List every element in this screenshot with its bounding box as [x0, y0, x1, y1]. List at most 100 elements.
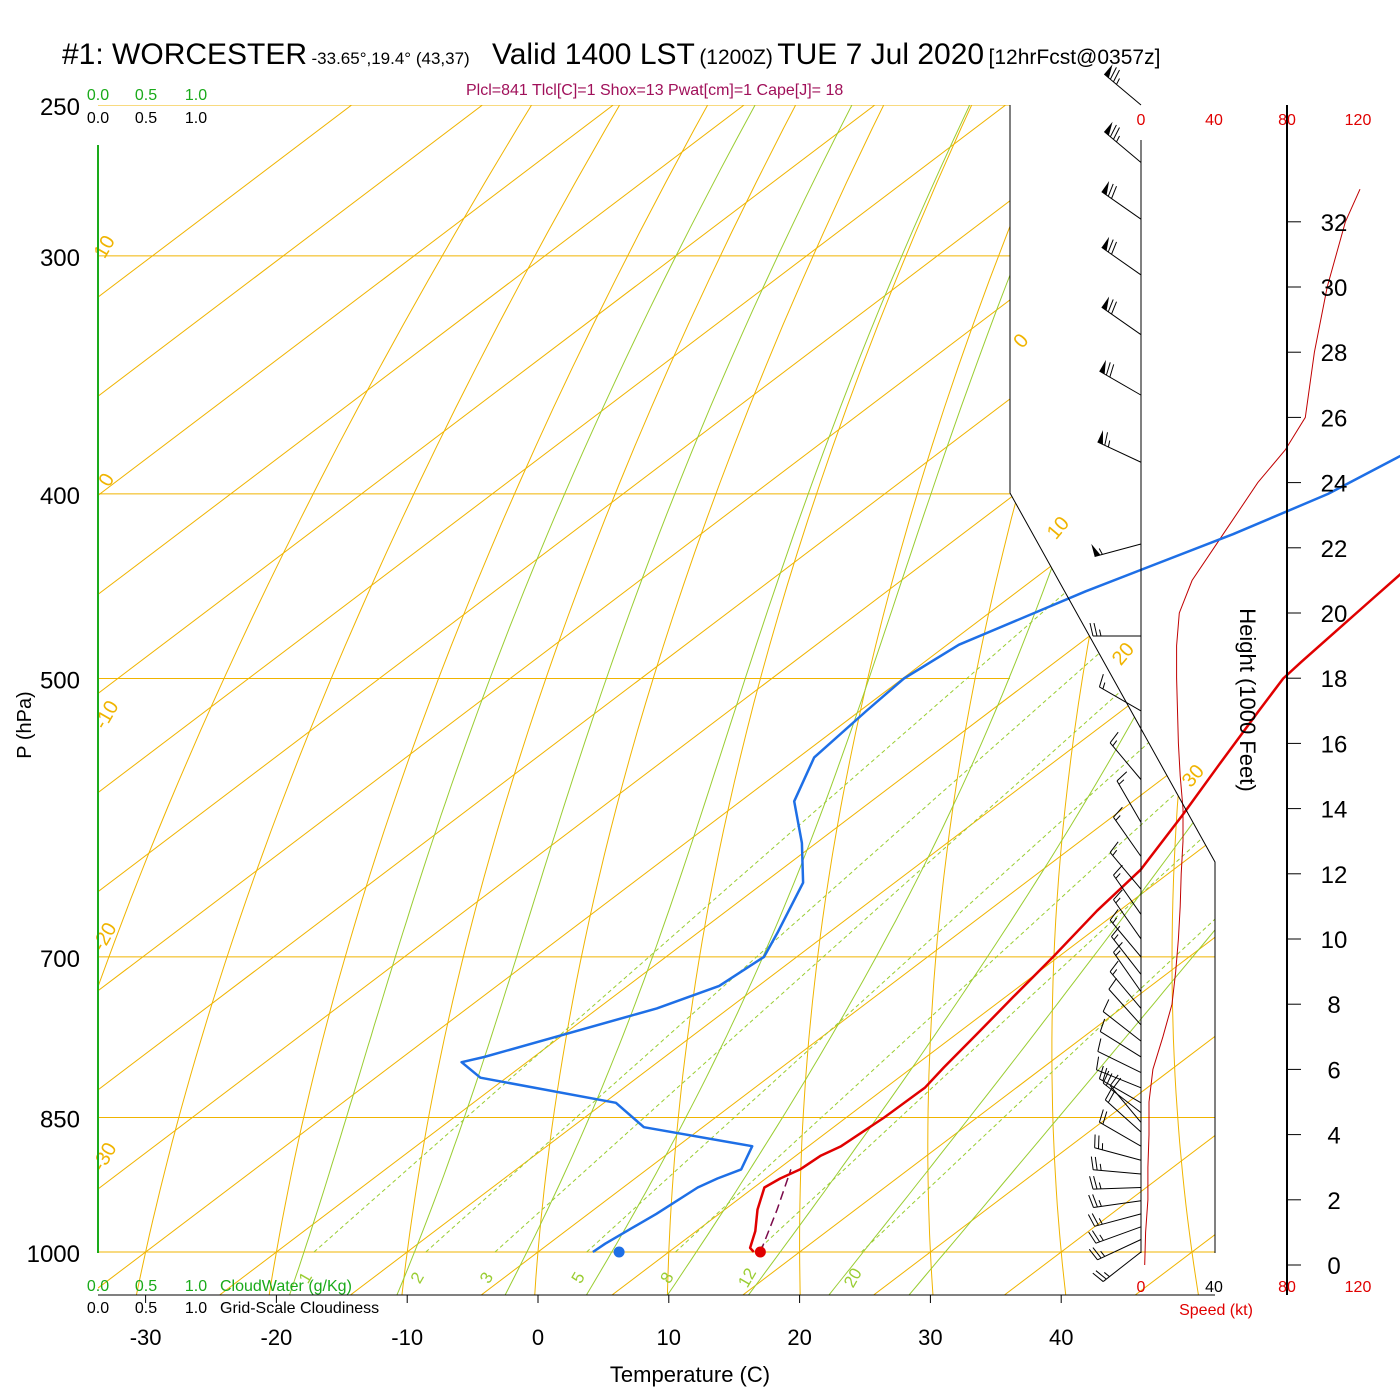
wind-barb: [1101, 181, 1142, 220]
x-tick-label: 20: [787, 1325, 811, 1350]
height-tick-label: 0: [1327, 1253, 1340, 1280]
height-tick-label: 22: [1321, 536, 1348, 563]
isotherm-line: [98, 105, 789, 1295]
valid-date: TUE 7 Jul 2020: [777, 38, 985, 71]
wind-barb: [1098, 1109, 1142, 1147]
isotherm-line: [172, 105, 1215, 1295]
pressure-label: 250: [40, 94, 80, 121]
moist-adiabat: [381, 105, 853, 1295]
moist-adiabat: [485, 105, 971, 1295]
wind-barb: [1113, 942, 1142, 992]
isotherm-label: -10: [90, 697, 124, 733]
wind-barb: [1109, 909, 1142, 958]
wind-barb: [1088, 1226, 1142, 1244]
plot-frame-right: [1009, 105, 1216, 1253]
speed-top-0: 0: [1137, 112, 1146, 129]
zulu-time: (1200Z): [699, 46, 773, 69]
x-tick-label: 40: [1049, 1325, 1073, 1350]
isotherm-label: -30: [88, 1139, 122, 1175]
speed-top-40: 40: [1205, 112, 1223, 129]
isotherm-line: [433, 105, 1215, 1295]
cloudiness-scale-top: 1.0: [185, 110, 207, 127]
temperature-line: [748, 572, 1400, 1253]
wind-barb: [1103, 64, 1142, 106]
y-axis-label: P (hPa): [14, 691, 36, 758]
station-name: #1: WORCESTER: [62, 38, 308, 71]
cloudwater-scale-bottom: 0.5: [135, 1278, 157, 1295]
moist-adiabat: [721, 105, 1215, 1295]
wind-barb: [1091, 543, 1142, 557]
isotherm-line: [98, 105, 397, 1295]
pressure-label: 400: [40, 483, 80, 510]
wind-speed-profile: [1144, 188, 1361, 1266]
speed-bottom-40: 40: [1205, 1279, 1223, 1296]
isotherm-line: [564, 105, 1215, 1295]
wind-barb: [1088, 1194, 1142, 1208]
moist-adiabat: [878, 105, 1215, 1295]
height-tick-label: 2: [1327, 1188, 1340, 1215]
dry-adiabat: [1051, 105, 1215, 1295]
isotherm-line: [98, 105, 1215, 1295]
wind-barb: [1097, 1038, 1142, 1073]
mixing-ratio-label: 12: [734, 1265, 760, 1291]
wind-barb: [1113, 889, 1142, 940]
height-tick-label: 6: [1327, 1057, 1340, 1084]
dry-adiabat: [263, 105, 727, 1295]
station-coords: -33.65°,19.4° (43,37): [311, 49, 470, 68]
speed-top-80: 80: [1278, 112, 1296, 129]
x-axis-label: Temperature (C): [610, 1362, 770, 1387]
isotherm-label: 10: [90, 232, 120, 262]
mixing-ratio-line: [755, 493, 1215, 1253]
isotherm-line: [98, 105, 1182, 1295]
pressure-label: 1000: [27, 1241, 80, 1268]
wind-barb: [1102, 999, 1142, 1042]
dewpoint-line: [460, 454, 1400, 1254]
speed-axis-label: Speed (kt): [1179, 1302, 1253, 1319]
wind-barb: [1101, 236, 1142, 276]
height-axis-label: Height (1000 Feet): [1235, 608, 1260, 791]
isotherm-line: [98, 105, 528, 1295]
cloudwater-scale-top: 1.0: [185, 87, 207, 104]
dry-adiabat: [1171, 105, 1215, 1295]
stability-params: Plcl=841 Tlcl[C]=1 Shox=13 Pwat[cm]=1 Ca…: [466, 82, 844, 99]
pressure-label: 500: [40, 668, 80, 695]
x-tick-label: 30: [918, 1325, 942, 1350]
wind-barb: [1109, 731, 1142, 780]
pressure-label: 850: [40, 1107, 80, 1134]
height-tick-label: 14: [1321, 797, 1348, 824]
speed-bottom-120: 120: [1345, 1279, 1372, 1296]
mixing-ratio-line: [861, 493, 1215, 1253]
wind-barbs: [1087, 64, 1142, 1282]
wind-barb: [1108, 978, 1142, 1026]
mixing-ratio-line: [586, 493, 1215, 1253]
isotherm-label: -20: [88, 919, 122, 955]
surface-temperature-dot: [754, 1246, 766, 1258]
dry-adiabat: [128, 105, 640, 1295]
dry-adiabat: [666, 105, 988, 1295]
height-tick-label: 26: [1321, 405, 1348, 432]
isotherm-line: [98, 105, 1215, 1295]
isotherm-label: 0: [1009, 330, 1033, 353]
valid-time: Valid 1400 LST: [491, 38, 695, 71]
isotherm-line: [695, 105, 1215, 1295]
forecast-info: [12hrFcst@0357z]: [988, 46, 1161, 69]
height-tick-label: 10: [1321, 927, 1348, 954]
height-tick-label: 8: [1327, 992, 1340, 1019]
height-tick-label: 12: [1321, 862, 1348, 889]
dry-adiabat: [799, 105, 1075, 1295]
dry-adiabat: [397, 105, 814, 1295]
dry-adiabat: [532, 105, 901, 1295]
wind-barb: [1113, 806, 1142, 857]
wind-barb: [1092, 1251, 1142, 1282]
cloudiness-label: Grid-Scale Cloudiness: [220, 1300, 379, 1317]
x-tick-label: 10: [657, 1325, 681, 1350]
moist-adiabat: [564, 105, 1081, 1295]
isotherm-line: [98, 105, 1215, 1295]
wind-barb: [1087, 1213, 1142, 1227]
cloudwater-scale-top: 0.0: [87, 87, 109, 104]
cloudiness-scale-bottom: 0.0: [87, 1300, 109, 1317]
speed-bottom-80: 80: [1278, 1279, 1296, 1296]
wind-barb: [1097, 430, 1142, 463]
isotherm-line: [98, 105, 1215, 1295]
